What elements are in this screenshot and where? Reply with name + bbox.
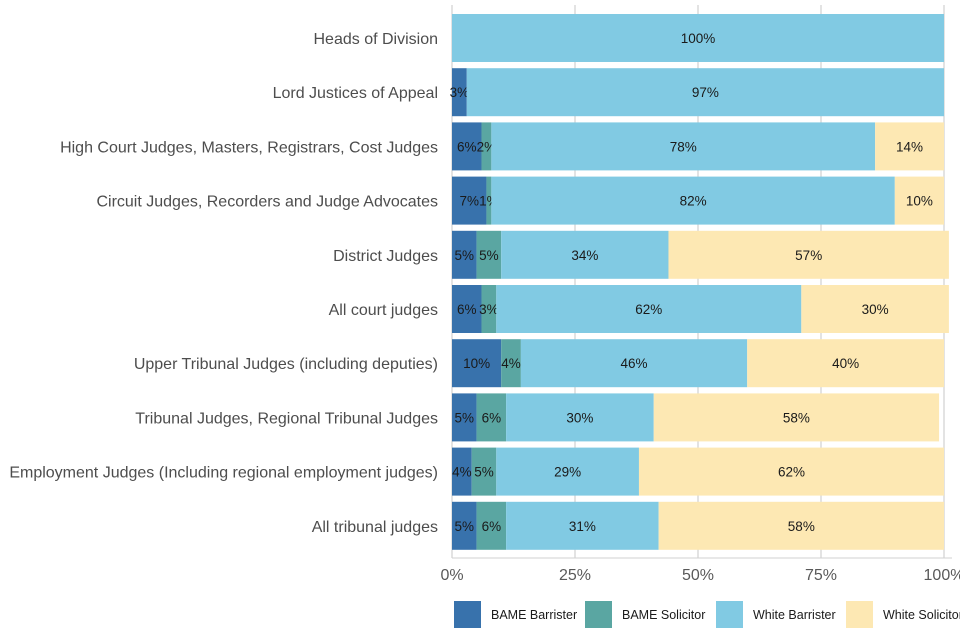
legend: BAME Barrister BAME Solicitor White Barris… — [454, 601, 960, 628]
category-label: Lord Justices of Appeal — [273, 85, 438, 102]
legend-swatch — [585, 601, 612, 628]
legend-label: White Barrister — [753, 608, 836, 622]
bar-segment — [653, 393, 940, 442]
bar-data-label: 5% — [455, 248, 475, 263]
category-label: All court judges — [329, 302, 438, 319]
bar-data-label: 5% — [474, 465, 494, 480]
bar-data-label: 5% — [455, 410, 475, 425]
bar-segment — [476, 230, 502, 279]
legend-swatch — [846, 601, 873, 628]
bar-segment — [452, 14, 944, 62]
bar-segment — [668, 230, 949, 279]
bar-segment — [486, 176, 492, 225]
bar-data-label: 6% — [482, 519, 502, 534]
bar-data-label: 2% — [477, 139, 497, 154]
bar-data-label: 97% — [692, 85, 719, 100]
bar-data-label: 29% — [554, 465, 581, 480]
bar-data-label: 5% — [455, 519, 475, 534]
bar-segment — [452, 339, 502, 388]
bar-data-label: 14% — [896, 139, 923, 154]
bar-segment — [520, 339, 748, 388]
legend-label: BAME Barrister — [491, 608, 577, 622]
legend-swatch — [454, 601, 481, 628]
bar-segment — [501, 230, 669, 279]
category-label: Upper Tribunal Judges (including deputie… — [134, 356, 438, 373]
bar-data-label: 100% — [681, 31, 716, 46]
bar-segment — [747, 339, 944, 388]
bar-data-label: 5% — [479, 248, 499, 263]
bar-segment — [476, 501, 507, 550]
bar-segment — [638, 447, 944, 496]
bar-data-label: 62% — [778, 465, 805, 480]
bar-data-label: 31% — [569, 519, 596, 534]
bar-segment — [471, 447, 497, 496]
bar-data-label: 58% — [783, 410, 810, 425]
bar-data-label: 62% — [635, 302, 662, 317]
bar-segment — [452, 176, 487, 225]
bar-segment — [894, 176, 944, 225]
bar-data-label: 57% — [795, 248, 822, 263]
category-label: High Court Judges, Masters, Registrars, … — [60, 139, 438, 156]
bar-data-label: 4% — [452, 465, 472, 480]
bar-segment — [491, 176, 895, 225]
bar-data-label: 40% — [832, 356, 859, 371]
bar-segment — [658, 501, 944, 550]
category-label: Heads of Division — [314, 31, 439, 48]
bar-data-label: 46% — [621, 356, 648, 371]
bar-segment — [506, 501, 659, 550]
bar-data-label: 3% — [450, 85, 470, 100]
bar-data-label: 30% — [862, 302, 889, 317]
bar-data-label: 6% — [457, 139, 477, 154]
category-labels: Heads of Division Lord Justices of Appeal… — [9, 31, 438, 536]
bar-segment — [452, 285, 482, 333]
category-label: Tribunal Judges, Regional Tribunal Judge… — [135, 410, 438, 427]
legend-label: White Solicitor — [883, 608, 960, 622]
bar-data-label: 3% — [479, 302, 499, 317]
x-axis-ticks: 0% 25% 50% 75% 100% — [440, 567, 960, 584]
bar-segment — [496, 285, 802, 333]
bar-segment — [452, 68, 467, 117]
category-label: Employment Judges (Including regional em… — [9, 465, 438, 482]
bar-data-label: 6% — [482, 410, 502, 425]
x-tick-label: 0% — [440, 567, 463, 584]
bar-segment — [481, 285, 497, 333]
x-tick-label: 50% — [682, 567, 714, 584]
bar-data-label: 78% — [670, 139, 697, 154]
bar-segment — [452, 447, 472, 496]
bar-segment — [452, 393, 477, 442]
bar-segment — [501, 339, 521, 388]
bar-data-label: 30% — [566, 410, 593, 425]
bar-segment — [481, 122, 492, 171]
bar-segment — [496, 447, 639, 496]
x-tick-label: 100% — [924, 567, 960, 584]
bar-data-label: 58% — [788, 519, 815, 534]
category-label: District Judges — [333, 248, 438, 265]
bar-segment — [452, 501, 477, 550]
bar-data-label: 10% — [906, 194, 933, 209]
bar-segment — [875, 122, 944, 171]
bar-segment — [801, 285, 949, 333]
bar-data-label: 6% — [457, 302, 477, 317]
bar-segment — [466, 68, 944, 117]
x-tick-label: 75% — [805, 567, 837, 584]
bars: 100%3% 97%6% 2% 78% 14%7% 1% 82% 10%5% 5% 34% 57%6… — [450, 14, 949, 550]
category-label: All tribunal judges — [312, 519, 438, 536]
bar-data-label: 7% — [459, 194, 479, 209]
x-tick-label: 25% — [559, 567, 591, 584]
bar-segment — [491, 122, 876, 171]
bar-segment — [452, 122, 482, 171]
bar-data-label: 4% — [501, 356, 521, 371]
legend-label: BAME Solicitor — [622, 608, 705, 622]
bar-segment — [476, 393, 507, 442]
legend-swatch — [716, 601, 743, 628]
bar-segment — [452, 230, 477, 279]
category-label: Circuit Judges, Recorders and Judge Advo… — [96, 194, 438, 211]
bar-data-label: 10% — [463, 356, 490, 371]
bar-data-label: 82% — [680, 194, 707, 209]
bar-segment — [506, 393, 654, 442]
bar-data-label: 34% — [571, 248, 598, 263]
